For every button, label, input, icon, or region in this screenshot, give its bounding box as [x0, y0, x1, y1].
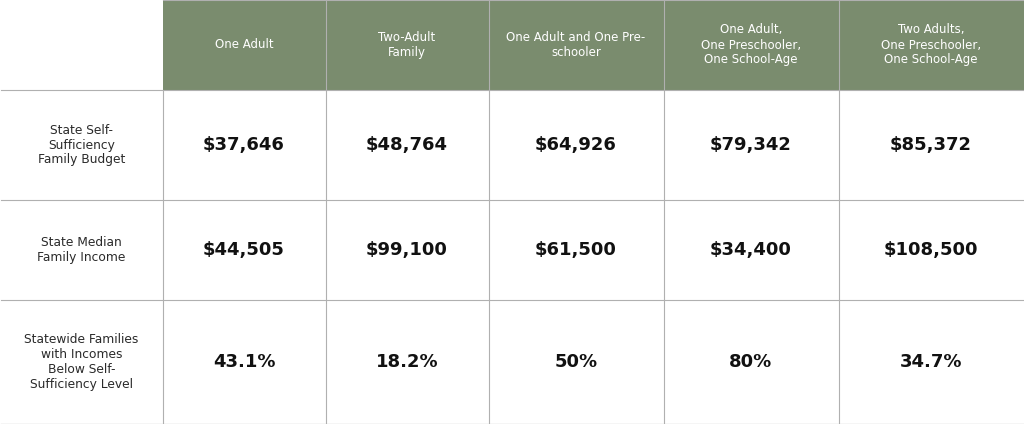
Text: $99,100: $99,100: [366, 241, 447, 259]
Text: $108,500: $108,500: [884, 241, 978, 259]
Text: One Adult,
One Preschooler,
One School-Age: One Adult, One Preschooler, One School-A…: [701, 23, 801, 67]
Text: $64,926: $64,926: [536, 136, 616, 154]
Text: $48,764: $48,764: [366, 136, 449, 154]
Text: One Adult and One Pre-
schooler: One Adult and One Pre- schooler: [507, 31, 645, 59]
Text: State Self-
Sufficiency
Family Budget: State Self- Sufficiency Family Budget: [38, 123, 125, 167]
Text: 50%: 50%: [554, 353, 598, 371]
Text: $34,400: $34,400: [710, 241, 792, 259]
Text: 43.1%: 43.1%: [213, 353, 275, 371]
Text: $44,505: $44,505: [203, 241, 285, 259]
Text: Statewide Families
with Incomes
Below Self-
Sufficiency Level: Statewide Families with Incomes Below Se…: [25, 333, 138, 391]
Text: Two-Adult
Family: Two-Adult Family: [379, 31, 435, 59]
Bar: [163, 0, 1024, 90]
Text: 18.2%: 18.2%: [376, 353, 438, 371]
Text: One Adult: One Adult: [215, 39, 273, 51]
Text: $37,646: $37,646: [203, 136, 285, 154]
Text: $85,372: $85,372: [890, 136, 972, 154]
Text: $79,342: $79,342: [710, 136, 792, 154]
Text: State Median
Family Income: State Median Family Income: [37, 236, 126, 264]
Text: 34.7%: 34.7%: [900, 353, 963, 371]
Text: 80%: 80%: [729, 353, 773, 371]
Text: $61,500: $61,500: [536, 241, 616, 259]
Text: Two Adults,
One Preschooler,
One School-Age: Two Adults, One Preschooler, One School-…: [881, 23, 981, 67]
